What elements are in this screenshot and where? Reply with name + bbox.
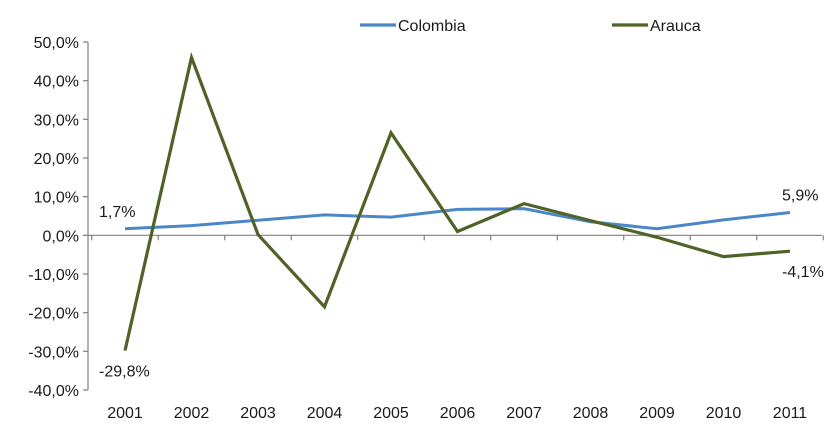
y-tick-label: -10,0% xyxy=(28,267,79,284)
y-tick-label: 40,0% xyxy=(34,74,79,91)
data-label: 5,9% xyxy=(782,188,818,205)
x-tick-label: 2005 xyxy=(373,405,409,422)
legend-label: Colombia xyxy=(398,18,466,35)
data-labels: 1,7% 5,9% -29,8% -4,1% xyxy=(99,188,824,381)
y-tick-label: 20,0% xyxy=(34,151,79,168)
y-tick-label: 50,0% xyxy=(34,35,79,52)
x-tick-label: 2001 xyxy=(107,405,143,422)
x-tick-label: 2008 xyxy=(573,405,609,422)
y-tick-label: -20,0% xyxy=(28,306,79,323)
legend-item-arauca: Arauca xyxy=(612,18,701,35)
x-tick-label: 2002 xyxy=(174,405,210,422)
x-tick-label: 2009 xyxy=(639,405,675,422)
series-line-arauca xyxy=(123,51,791,351)
x-tick-label: 2003 xyxy=(240,405,276,422)
series-lines xyxy=(123,51,791,351)
data-label: -29,8% xyxy=(99,364,150,381)
axes: -40,0% -30,0% -20,0% -10,0% 0,0% 10,0% 20,0% 30… xyxy=(28,35,824,422)
y-tick-label: 10,0% xyxy=(34,190,79,207)
legend-label: Arauca xyxy=(650,18,701,35)
x-tick-label: 2011 xyxy=(773,405,808,422)
x-tick-label: 2010 xyxy=(706,405,742,422)
series-line-colombia xyxy=(124,207,791,231)
data-label: 1,7% xyxy=(99,204,135,221)
legend: Colombia Arauca xyxy=(360,18,701,35)
y-tick-label: -30,0% xyxy=(28,344,79,361)
x-tick-label: 2006 xyxy=(440,405,476,422)
legend-item-colombia: Colombia xyxy=(360,18,466,35)
x-tick-label: 2004 xyxy=(307,405,343,422)
y-tick-label: 30,0% xyxy=(34,112,79,129)
data-label: -4,1% xyxy=(782,264,824,281)
y-tick-label: -40,0% xyxy=(28,383,79,400)
y-tick-label: 0,0% xyxy=(43,228,79,245)
x-tick-label: 2007 xyxy=(506,405,542,422)
